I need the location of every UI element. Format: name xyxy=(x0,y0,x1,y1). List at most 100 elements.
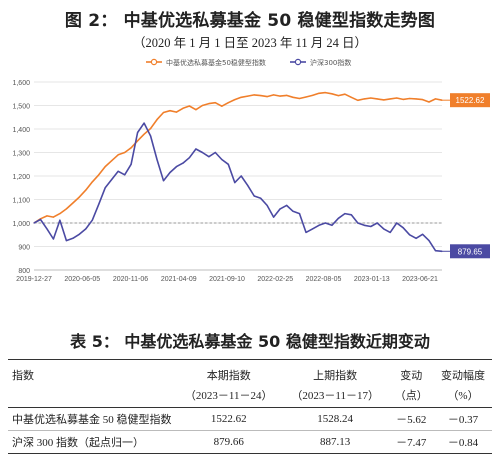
data-point xyxy=(234,99,236,101)
header-previous: 上期指数 xyxy=(281,359,389,385)
data-point xyxy=(98,203,100,205)
data-point xyxy=(389,98,391,100)
header-change: 变动 xyxy=(388,359,435,385)
data-point xyxy=(195,109,197,111)
data-point xyxy=(162,180,165,182)
data-point xyxy=(376,222,378,224)
data-point xyxy=(52,238,55,240)
data-point xyxy=(363,98,365,100)
data-point xyxy=(337,217,339,219)
data-point xyxy=(389,231,391,233)
x-tick-label: 2019-12-27 xyxy=(16,276,52,283)
data-point xyxy=(428,240,430,242)
header-current: 本期指数 xyxy=(175,359,282,385)
data-point xyxy=(396,222,398,224)
data-point xyxy=(117,170,119,172)
data-point xyxy=(59,213,61,215)
data-point xyxy=(260,197,262,199)
data-point xyxy=(318,92,320,94)
series-line xyxy=(33,91,443,224)
data-point xyxy=(78,233,80,235)
table-row: 沪深 300 指数（起点归一） 879.66 887.13 －7.47 －0.8… xyxy=(8,430,492,454)
data-point xyxy=(253,195,255,197)
x-tick-label: 2023-01-13 xyxy=(354,276,390,283)
header-index-sub xyxy=(8,385,176,408)
data-point xyxy=(318,224,320,226)
data-point xyxy=(227,163,229,165)
data-point xyxy=(46,215,48,217)
data-point xyxy=(104,166,106,168)
data-point xyxy=(383,228,385,230)
data-point xyxy=(169,110,171,112)
data-point xyxy=(402,98,404,100)
data-point xyxy=(143,133,145,135)
data-point xyxy=(117,154,119,156)
data-point xyxy=(234,182,236,184)
data-point xyxy=(124,151,126,154)
line-chart: 中基优选私募基金50稳健型指数 沪深300指数 800 900 1,000 1,100 1… xyxy=(12,58,490,283)
header-change-pct: 变动幅度 xyxy=(434,359,492,385)
x-tick-label: 2022-08-05 xyxy=(306,276,342,283)
header-previous-date: （2023－11－17） xyxy=(281,385,389,408)
data-point xyxy=(59,219,61,221)
data-point xyxy=(72,202,74,204)
y-tick-label: 900 xyxy=(18,245,30,252)
data-point xyxy=(137,131,139,134)
y-tick-label: 1,600 xyxy=(12,80,30,87)
row-previous: 1528.24 xyxy=(281,407,389,431)
data-point xyxy=(253,94,255,96)
chart-series xyxy=(33,91,443,253)
data-point xyxy=(396,97,398,99)
table-header-subrow: （2023－11－24） （2023－11－17） （点） （%） xyxy=(8,385,492,408)
data-point xyxy=(182,162,184,164)
data-point xyxy=(260,95,262,97)
data-point xyxy=(162,111,165,114)
y-tick-label: 1,500 xyxy=(12,104,30,111)
data-point xyxy=(337,95,339,97)
data-point xyxy=(91,219,93,221)
row-previous: 887.13 xyxy=(281,430,389,454)
data-point xyxy=(357,222,359,224)
data-point xyxy=(111,178,113,181)
data-point xyxy=(247,184,249,186)
chart-end-labels: 1522.62 879.65 xyxy=(442,93,490,259)
data-point xyxy=(52,216,55,218)
data-point xyxy=(344,93,346,95)
end-label-value: 1522.62 xyxy=(456,96,485,105)
data-point xyxy=(195,148,197,150)
data-point xyxy=(370,225,372,228)
data-point xyxy=(201,104,203,107)
row-change: －7.47 xyxy=(388,430,435,454)
data-point xyxy=(240,175,242,177)
data-point xyxy=(221,105,223,107)
header-current-date: （2023－11－24） xyxy=(175,385,282,408)
data-point xyxy=(279,95,281,97)
data-point xyxy=(344,213,346,215)
row-current: 1522.62 xyxy=(175,407,282,431)
x-tick-label: 2022-02-25 xyxy=(257,276,293,283)
data-point xyxy=(409,97,411,100)
end-label-value: 879.65 xyxy=(458,247,483,256)
row-change: －5.62 xyxy=(388,407,435,431)
data-point xyxy=(46,228,48,230)
data-point xyxy=(78,196,80,198)
header-change-unit: （点） xyxy=(388,385,435,408)
data-point xyxy=(415,98,417,100)
legend-marker xyxy=(294,58,302,66)
data-point xyxy=(85,228,87,230)
x-tick-label: 2023-06-21 xyxy=(402,276,438,283)
data-point xyxy=(130,147,132,149)
table-title: 表 5： 中基优选私募基金 50 稳健型指数近期变动 xyxy=(70,332,430,351)
data-point xyxy=(324,222,326,224)
data-point xyxy=(156,119,158,121)
figure-title: 图 2： 中基优选私募基金 50 稳健型指数走势图 xyxy=(64,11,436,31)
data-point xyxy=(311,228,314,230)
legend-label: 中基优选私募基金50稳健型指数 xyxy=(166,58,266,67)
data-point xyxy=(65,208,67,210)
chart-grid xyxy=(34,81,442,271)
data-point xyxy=(273,216,275,218)
data-point xyxy=(33,222,35,224)
x-tick-label: 2020-06-05 xyxy=(64,276,100,283)
data-point xyxy=(305,96,307,98)
data-point xyxy=(247,95,249,97)
